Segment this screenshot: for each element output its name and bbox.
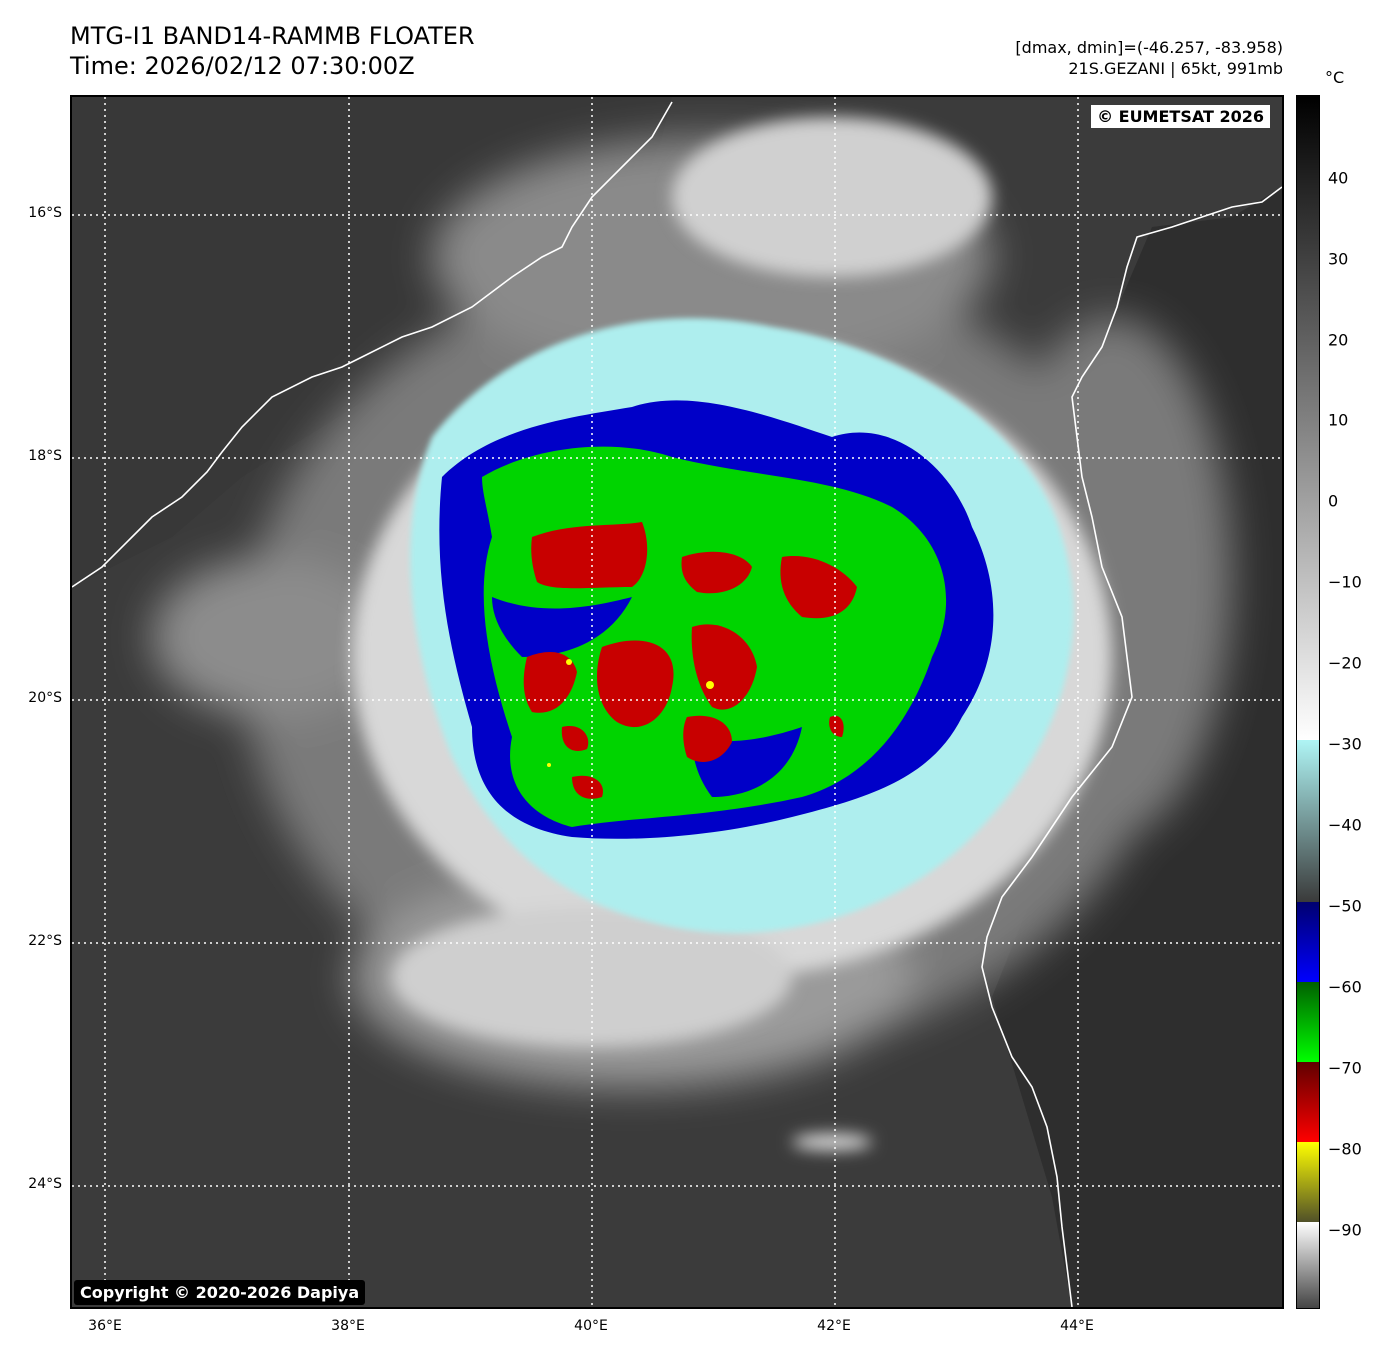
lon-label-36e: 36°E <box>88 1318 122 1334</box>
colorbar-tick: −50 <box>1328 896 1362 916</box>
colorbar <box>1296 95 1320 1309</box>
colorbar-tick: −30 <box>1328 734 1362 754</box>
satellite-map: © EUMETSAT 2026 Copyright © 2020-2026 Da… <box>70 95 1284 1309</box>
colorbar-tick: −90 <box>1328 1220 1362 1240</box>
eumetsat-watermark: © EUMETSAT 2026 <box>1091 105 1270 128</box>
lat-label-20s: 20°S <box>28 690 62 706</box>
colorbar-tick: −10 <box>1328 572 1362 592</box>
colorbar-tick: −40 <box>1328 815 1362 835</box>
lat-label-22s: 22°S <box>28 933 62 949</box>
lat-label-18s: 18°S <box>28 448 62 464</box>
colorbar-tick: 30 <box>1328 249 1349 269</box>
lon-label-38e: 38°E <box>331 1318 365 1334</box>
chart-title: MTG-I1 BAND14-RAMMB FLOATER <box>70 22 475 50</box>
timestamp: Time: 2026/02/12 07:30:00Z <box>70 52 415 80</box>
satellite-image <box>72 97 1282 1307</box>
colorbar-tick: 40 <box>1328 168 1349 188</box>
lat-label-16s: 16°S <box>28 205 62 221</box>
range-text: [dmax, dmin]=(-46.257, -83.958) <box>1015 38 1283 57</box>
colorbar-tick: 0 <box>1328 491 1339 511</box>
colorbar-tick: 10 <box>1328 410 1349 430</box>
colorbar-tick: 20 <box>1328 330 1349 350</box>
lon-label-40e: 40°E <box>574 1318 608 1334</box>
lon-label-42e: 42°E <box>817 1318 851 1334</box>
copyright-watermark: Copyright © 2020-2026 Dapiya <box>74 1280 366 1305</box>
colorbar-unit: °C <box>1325 68 1345 87</box>
lat-label-24s: 24°S <box>28 1176 62 1192</box>
colorbar-tick: −80 <box>1328 1139 1362 1159</box>
colorbar-tick: −20 <box>1328 653 1362 673</box>
coastline <box>72 101 1282 1307</box>
lon-label-44e: 44°E <box>1060 1318 1094 1334</box>
storm-text: 21S.GEZANI | 65kt, 991mb <box>1068 59 1283 78</box>
colorbar-tick: −70 <box>1328 1058 1362 1078</box>
colorbar-tick: −60 <box>1328 977 1362 997</box>
